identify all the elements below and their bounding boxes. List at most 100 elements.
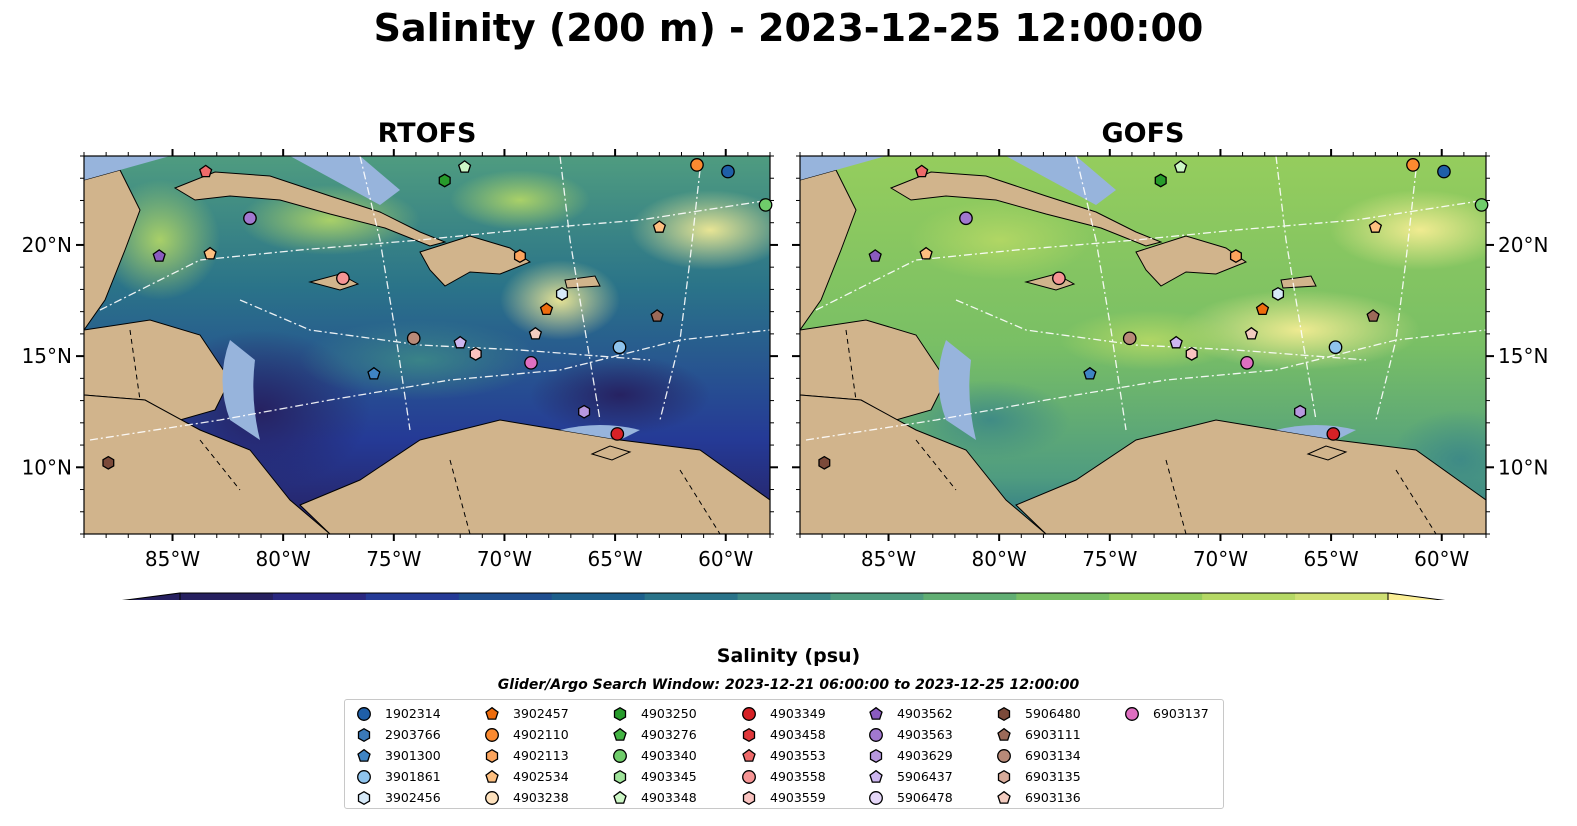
legend-item-label: 4903349 [770,706,826,721]
pentagon-marker-icon [613,727,627,741]
legend-item-label: 5906480 [1025,706,1081,721]
rtofs-map: 85°W 80°W 75°W 70°W 65°W 60°W 10°N 15°N 20°N [22,149,778,571]
gofs-x-tick-label: 80°W [972,547,1027,571]
legend-item: 4902110 [483,724,569,745]
hexagon-marker-icon [869,748,883,763]
legend-item: 3901300 [355,745,441,766]
float-marker-3902456 [1271,286,1285,301]
float-marker-4902113 [1229,249,1242,264]
float-marker-6903134 [1122,331,1137,346]
gofs-y-tick-label: 10°N [1498,455,1548,479]
float-marker-4903558 [336,271,350,286]
legend-item-label: 6903135 [1025,769,1081,784]
pentagon-marker-icon [997,727,1011,741]
float-marker-6903136 [1244,326,1259,340]
circle-marker-icon [997,748,1011,763]
legend-item-label: 6903136 [1025,790,1081,805]
colorbar-segment [1295,593,1389,600]
float-marker-4903563 [959,211,973,226]
legend-item: 4903629 [867,745,953,766]
legend-item-label: 5906437 [897,769,953,784]
legend-item-label: 6903134 [1025,748,1081,763]
legend-item: 6903111 [995,724,1081,745]
colorbar-segment [272,593,367,600]
float-marker-6903137 [1240,355,1254,370]
legend-item: 5906480 [995,703,1081,724]
float-marker-4902110 [690,158,704,172]
pentagon-marker-icon [869,769,883,783]
rtofs-y-tick-label: 15°N [22,344,72,368]
rtofs-float-markers [102,158,773,470]
colorbar-segment [458,593,553,600]
gofs-y-tick-label: 20°N [1498,233,1548,257]
pentagon-marker-icon [357,748,371,762]
float-marker-4902534 [1368,220,1383,233]
legend-item: 4903458 [740,724,826,745]
gofs-y-axis: 10°N 15°N 20°N [792,155,1548,535]
float-marker-4903562 [868,249,882,262]
float-marker-4903340 [1474,198,1489,212]
float-marker-6903136 [528,326,543,340]
float-marker-3902456 [555,286,569,301]
float-marker-4903348 [457,160,472,173]
rtofs-y-tick-label: 20°N [22,233,72,257]
circle-marker-icon [1125,706,1139,721]
colorbar: 35.635.836.036.236.436.636.8 [121,592,1446,600]
circle-marker-icon [869,727,883,742]
legend-item: 4903340 [611,745,697,766]
legend-item-label: 3902456 [385,790,441,805]
circle-marker-icon [869,790,883,805]
colorbar-segment [551,593,646,600]
legend-item-label: 4903629 [897,748,953,763]
hexagon-marker-icon [997,706,1011,721]
rtofs-x-axis: 85°W 80°W 75°W 70°W 65°W 60°W [83,149,771,571]
float-marker-4902110 [1406,158,1420,172]
float-marker-6903111 [1366,309,1380,322]
legend-item: 3901861 [355,766,441,787]
hexagon-marker-icon [742,790,756,805]
legend-item-label: 4903558 [770,769,826,784]
colorbar-segment [180,593,274,600]
hexagon-marker-icon [357,727,371,742]
colorbar-segment [830,593,924,600]
float-marker-4903559 [469,346,482,361]
float-marker-4903250 [1154,173,1167,188]
legend-item-label: 4903458 [770,727,826,742]
hexagon-marker-icon [997,769,1011,784]
pentagon-marker-icon [485,769,499,783]
rtofs-panel-title: RTOFS [377,118,477,149]
float-marker-4903563 [243,211,257,226]
colorbar-extend-min [121,592,181,600]
pentagon-marker-icon [869,706,883,720]
gofs-x-tick-label: 85°W [861,547,916,571]
legend-item-label: 4903559 [770,790,826,805]
hexagon-marker-icon [613,706,627,721]
colorbar-segment [365,593,460,600]
float-marker-4902534b [203,246,217,260]
legend-item-label: 3901861 [385,769,441,784]
float-marker-5906437 [1169,335,1183,349]
legend-item: 4903562 [867,703,953,724]
float-marker-4903558 [1052,271,1066,286]
legend-item: 4902534 [483,766,569,787]
float-marker-4903553 [199,164,213,178]
legend-item-label: 4903553 [770,748,826,763]
map-panels: 85°W 80°W 75°W 70°W 65°W 60°W 10°N 15°N 20°N [22,149,1548,600]
colorbar-segment [644,593,739,600]
legend-item: 3902456 [355,787,441,808]
rtofs-x-tick-label: 70°W [477,547,532,571]
colorbar-segment [1016,593,1110,600]
gofs-float-markers [818,158,1489,470]
float-marker-4903348 [1173,160,1188,173]
hexagon-marker-icon [485,748,499,763]
pentagon-marker-icon [613,790,627,804]
circle-marker-icon [485,727,499,742]
legend-item-label: 4902534 [513,769,569,784]
legend-item-label: 4903250 [641,706,697,721]
legend-item-label: 4903238 [513,790,569,805]
legend-item: 4903238 [483,787,569,808]
legend-item-label: 4903562 [897,706,953,721]
float-marker-4902113 [513,249,526,264]
circle-marker-icon [742,706,756,721]
legend-item: 4903276 [611,724,697,745]
